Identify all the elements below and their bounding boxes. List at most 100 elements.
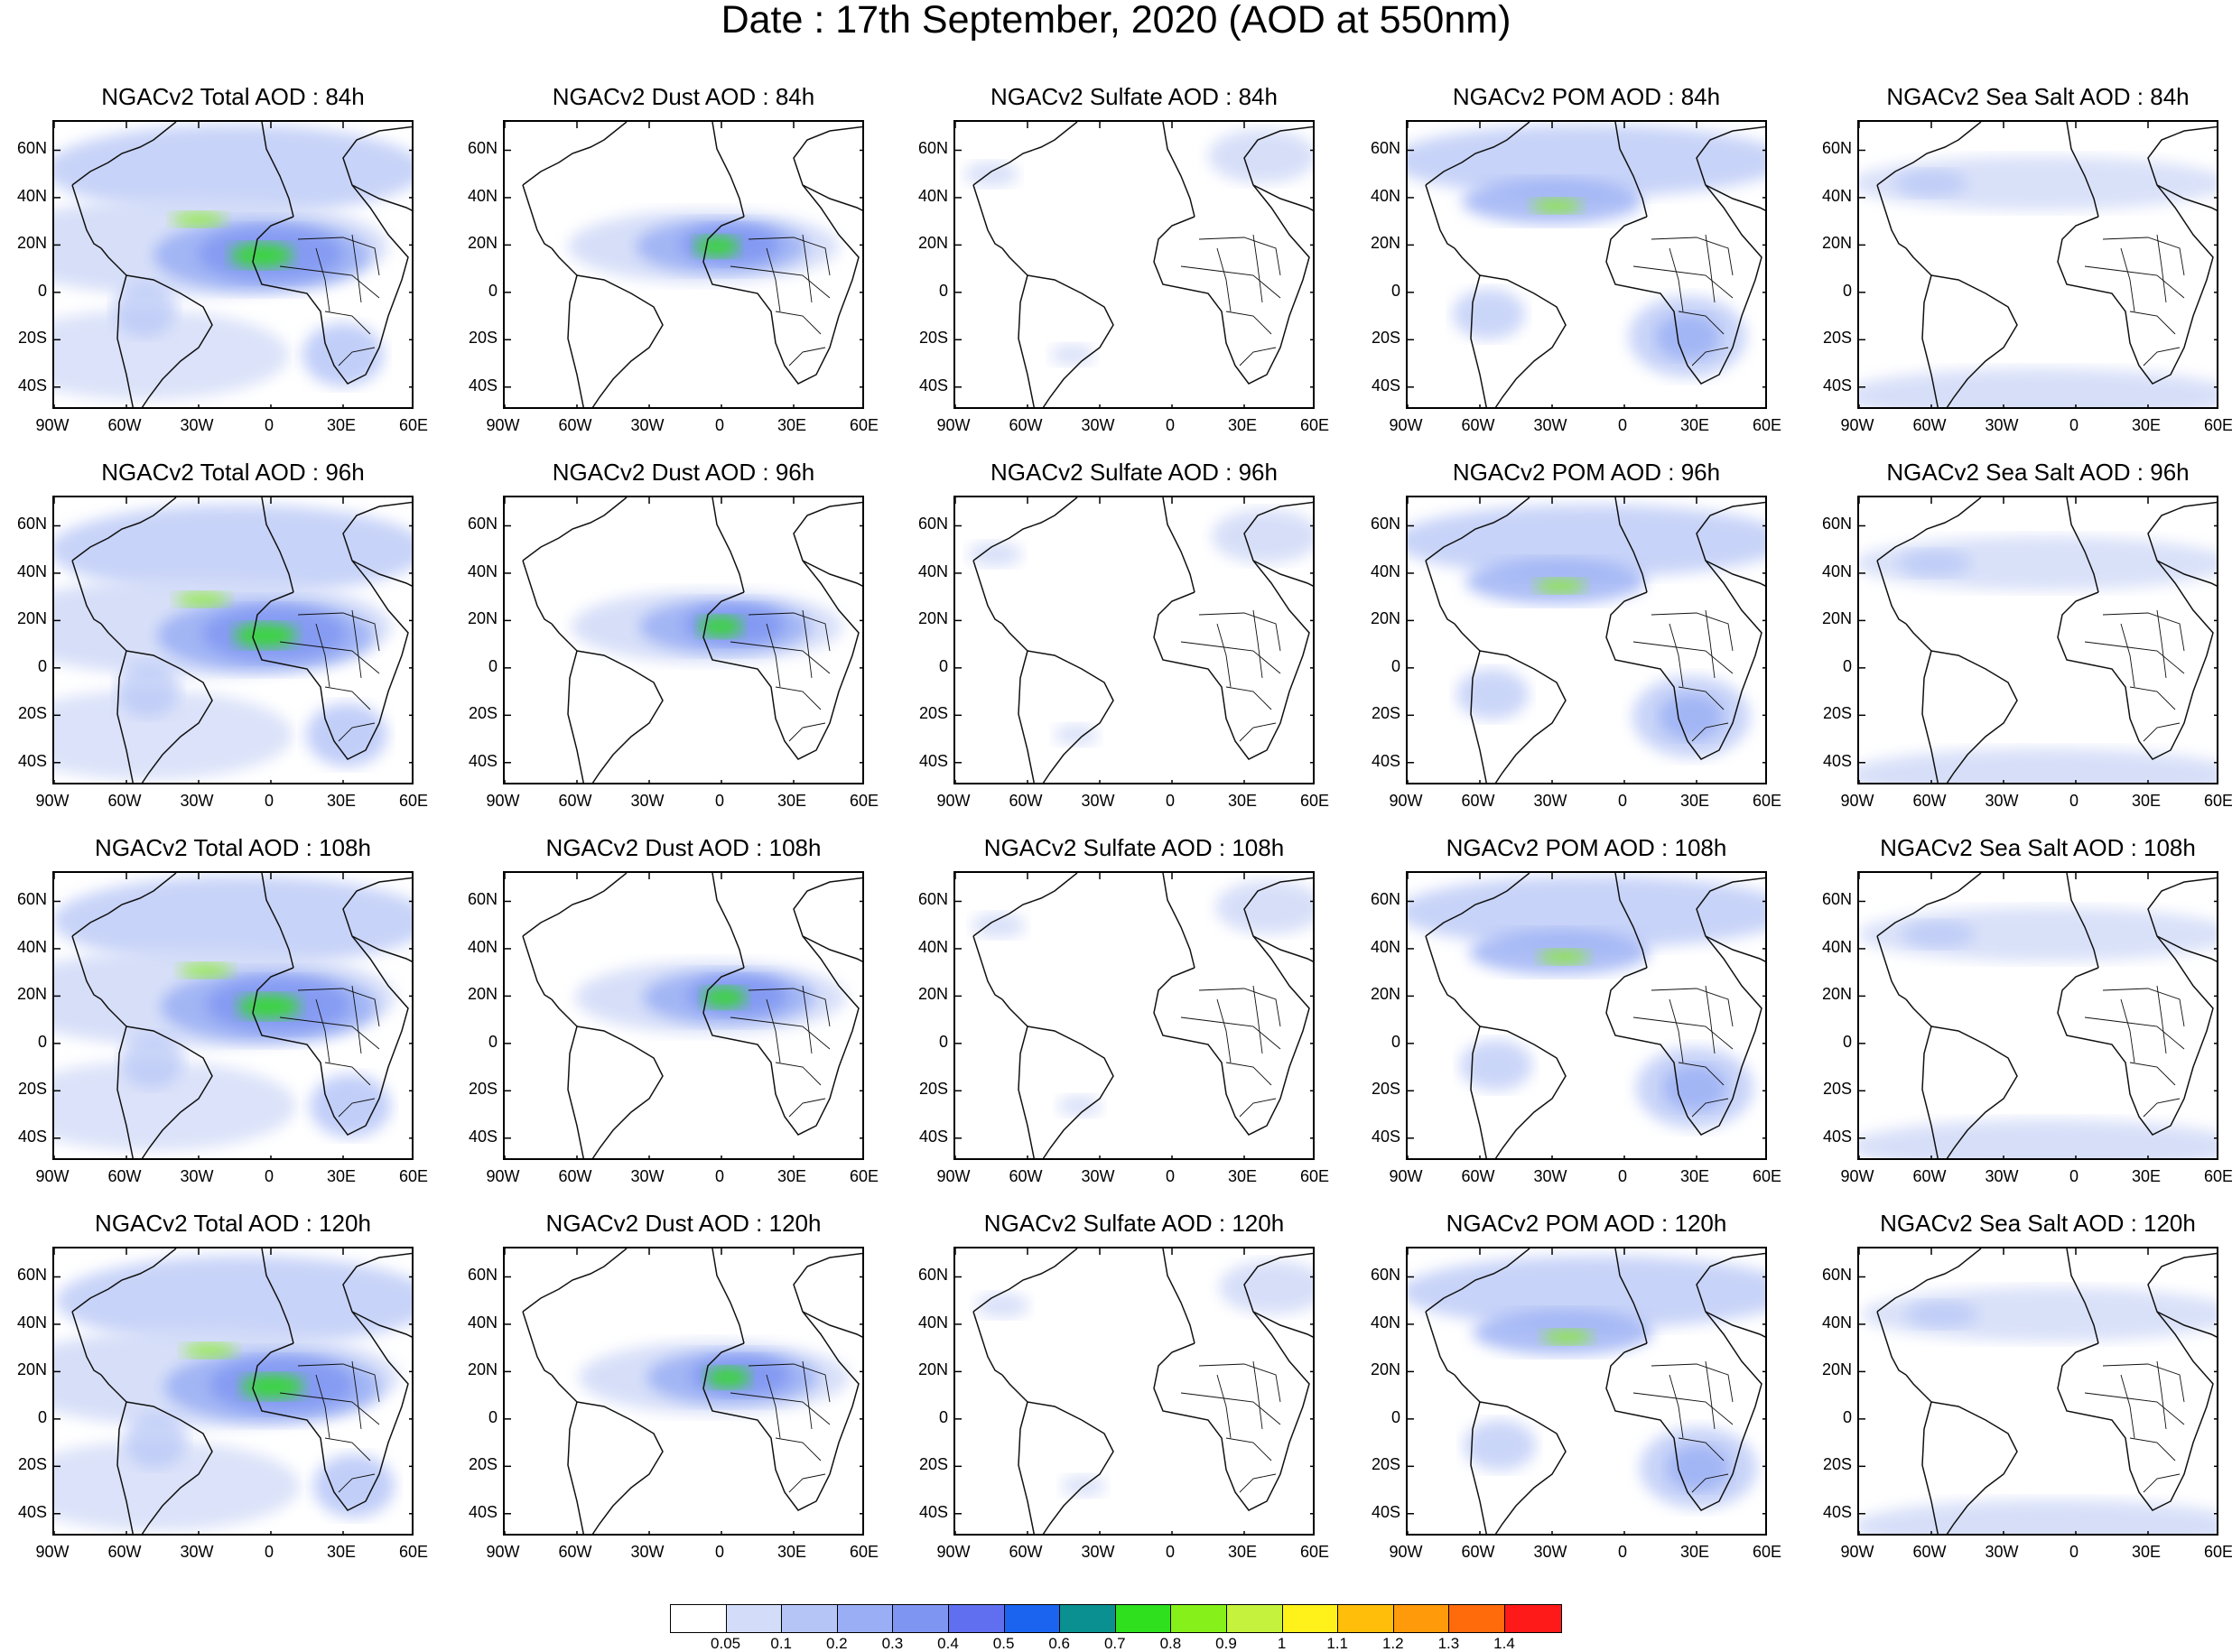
aod-field bbox=[505, 873, 862, 1158]
longitude-label: 0 bbox=[1617, 792, 1627, 810]
coastline bbox=[71, 560, 102, 625]
coastline bbox=[71, 1311, 102, 1376]
coastline bbox=[972, 935, 1003, 1000]
panel-title: NGACv2 Sulfate AOD : 120h bbox=[983, 1210, 1285, 1237]
longitude-label: 90W bbox=[486, 1543, 520, 1561]
coastline bbox=[2057, 877, 2217, 1136]
coastline bbox=[522, 184, 553, 249]
latitude-label: 20N bbox=[917, 1360, 948, 1379]
coastline bbox=[972, 560, 1003, 625]
aod-map-panel bbox=[1406, 120, 1767, 409]
country-border bbox=[2156, 1360, 2167, 1430]
longitude-label: 60W bbox=[558, 792, 592, 810]
latitude-label: 20N bbox=[16, 1360, 47, 1379]
country-border bbox=[775, 686, 822, 710]
colorbar-swatch bbox=[671, 1605, 727, 1632]
latitude-label: 60N bbox=[16, 890, 47, 909]
longitude-label: 60W bbox=[1912, 416, 1947, 434]
longitude-label: 0 bbox=[264, 792, 274, 810]
colorbar-tick-label: 1.3 bbox=[1437, 1635, 1460, 1652]
country-border bbox=[1669, 247, 1684, 312]
country-border bbox=[788, 1473, 826, 1493]
aod-map-panel bbox=[953, 1247, 1315, 1536]
longitude-label: 60E bbox=[1299, 1543, 1330, 1561]
panel-title: NGACv2 Total AOD : 120h bbox=[95, 1210, 371, 1237]
coastline bbox=[1905, 998, 1932, 1027]
latitude-label: 20S bbox=[918, 329, 948, 348]
coastline bbox=[522, 560, 553, 625]
aod-shaded-area bbox=[1539, 950, 1589, 964]
aod-field bbox=[54, 497, 412, 783]
latitude-label: 20S bbox=[1371, 1455, 1400, 1474]
longitude-label: 60E bbox=[849, 792, 879, 810]
coastline bbox=[1705, 560, 1765, 587]
country-border bbox=[279, 1392, 380, 1425]
latitude-label: 20N bbox=[1370, 234, 1400, 253]
longitude-label: 0 bbox=[714, 416, 724, 434]
aod-field bbox=[1859, 122, 2217, 407]
country-border bbox=[1180, 641, 1281, 674]
country-border bbox=[775, 311, 822, 335]
aod-shaded-area bbox=[1859, 156, 2217, 210]
coastline bbox=[252, 877, 412, 1136]
aod-field bbox=[505, 122, 862, 407]
latitude-label: 40S bbox=[468, 376, 498, 394]
coastline bbox=[1162, 873, 1195, 969]
colorbar-tick-label: 0.8 bbox=[1159, 1635, 1182, 1652]
longitude-label: 60E bbox=[2203, 416, 2232, 434]
aod-shaded-area bbox=[1460, 1040, 1532, 1091]
latitude-label: 0 bbox=[1390, 656, 1400, 675]
longitude-label: 60E bbox=[398, 792, 429, 810]
country-border bbox=[324, 311, 371, 335]
latitude-label: 0 bbox=[1842, 1407, 1852, 1426]
latitude-label: 0 bbox=[1390, 1032, 1400, 1051]
longitude-label: 0 bbox=[264, 1167, 274, 1185]
longitude-label: 30W bbox=[630, 1543, 665, 1561]
coastline bbox=[1454, 247, 1481, 276]
latitude-label: 0 bbox=[488, 281, 498, 300]
longitude-label: 90W bbox=[35, 416, 70, 434]
country-border bbox=[324, 686, 371, 710]
longitude-label: 60E bbox=[1752, 1543, 1782, 1561]
latitude-label: 20S bbox=[468, 1455, 498, 1474]
longitude-label: 0 bbox=[1617, 416, 1627, 434]
latitude-label: 20N bbox=[1370, 985, 1400, 1004]
coastline bbox=[551, 623, 578, 652]
longitude-label: 30E bbox=[326, 416, 357, 434]
aod-shaded-area bbox=[241, 1374, 304, 1399]
longitude-label: 30W bbox=[1533, 1167, 1567, 1185]
latitude-label: 0 bbox=[1842, 281, 1852, 300]
country-border bbox=[802, 1360, 813, 1430]
longitude-label: 90W bbox=[1840, 1543, 1874, 1561]
aod-shaded-area bbox=[968, 542, 1022, 567]
country-border bbox=[1239, 1473, 1277, 1493]
coastline bbox=[1905, 247, 1932, 276]
latitude-label: 60N bbox=[917, 890, 948, 909]
country-border bbox=[297, 1363, 380, 1403]
longitude-label: 0 bbox=[1165, 1543, 1175, 1561]
colorbar-tick-label: 1.2 bbox=[1381, 1635, 1404, 1652]
longitude-label: 60E bbox=[849, 416, 879, 434]
longitude-label: 30E bbox=[777, 1167, 807, 1185]
coastline bbox=[522, 1311, 553, 1376]
coastline bbox=[351, 184, 412, 211]
colorbar bbox=[670, 1604, 1562, 1633]
coastline bbox=[576, 650, 664, 783]
aod-shaded-area bbox=[1859, 368, 2217, 407]
country-border bbox=[1705, 609, 1716, 679]
country-border bbox=[788, 1098, 826, 1118]
latitude-label: 40S bbox=[1371, 376, 1400, 394]
longitude-label: 60W bbox=[558, 416, 592, 434]
aod-map-panel bbox=[1857, 120, 2218, 409]
longitude-label: 30E bbox=[777, 792, 807, 810]
country-border bbox=[802, 985, 813, 1054]
latitude-label: 60N bbox=[1370, 1266, 1400, 1285]
latitude-label: 40N bbox=[467, 561, 498, 580]
longitude-label: 30W bbox=[1081, 416, 1115, 434]
longitude-label: 90W bbox=[35, 1543, 70, 1561]
latitude-label: 40N bbox=[1821, 1313, 1852, 1332]
aod-shaded-area bbox=[306, 703, 387, 766]
aod-shaded-area bbox=[302, 323, 384, 386]
coastline bbox=[1454, 998, 1481, 1027]
panel-title: NGACv2 Sea Salt AOD : 96h bbox=[1886, 459, 2190, 486]
